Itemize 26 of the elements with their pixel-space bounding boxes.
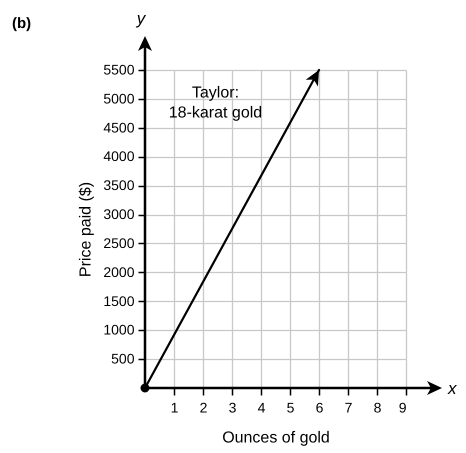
series-label: Taylor: 18-karat gold [168,84,262,122]
x-tick-label: 6 [316,400,324,416]
y-tick-label: 500 [111,350,135,367]
y-tick-label: 4000 [103,148,135,164]
y-axis-title: Price paid ($) [77,182,94,278]
text: (b) [12,15,32,32]
x-tick-label: 4 [258,400,266,416]
x-tick-label: 5 [286,400,295,416]
x-tick-label: 9 [398,400,407,416]
x-tick-label: 7 [344,400,353,416]
y-tick-label: 2500 [103,234,135,251]
x-axis-title: Ounces of gold [222,430,330,446]
x-tick-label: 2 [200,400,208,416]
y-tick-label: 1000 [103,322,135,338]
y-tick-label: 2000 [103,264,135,280]
text: y [136,9,147,28]
y-tick-label: 4500 [103,119,135,136]
x-tick-label: 3 [228,400,237,416]
x-tick-label: 1 [170,400,179,416]
text: x [447,379,457,398]
y-tick-label: 3000 [103,206,135,222]
y-tick-label: 3500 [103,177,135,194]
x-tick-label: 8 [374,400,382,416]
y-tick-label: 5500 [103,62,135,78]
y-tick-label: 5000 [103,90,135,106]
y-tick-label: 1500 [103,292,135,309]
